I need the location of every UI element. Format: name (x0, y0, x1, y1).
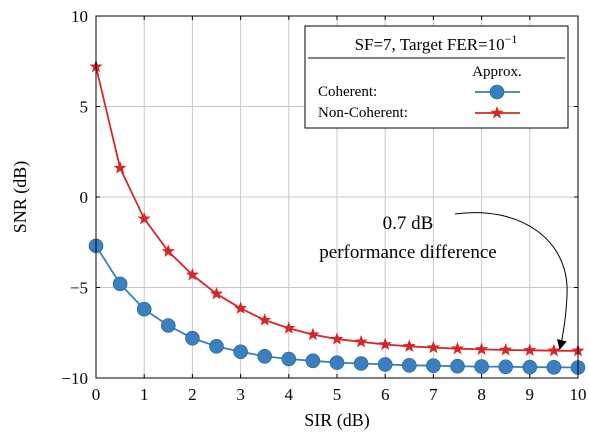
x-tick-label: 2 (188, 385, 197, 404)
legend: SF=7, Target FER=10−1 Approx. Coherent: … (304, 25, 569, 129)
x-tick-label: 3 (236, 385, 245, 404)
data-point-coherent (450, 358, 465, 374)
y-tick-label: 5 (80, 98, 89, 117)
data-point-non-coherent (330, 332, 344, 345)
y-tick-label: 10 (71, 7, 88, 26)
x-tick-label: 5 (333, 385, 342, 404)
data-point-coherent (401, 358, 417, 373)
data-point-non-coherent (185, 267, 199, 281)
data-point-non-coherent (402, 339, 416, 352)
data-point-coherent (257, 348, 273, 364)
data-point-coherent (474, 359, 489, 374)
annotation: 0.7 dB performance difference (319, 212, 568, 350)
data-point-non-coherent (161, 244, 175, 257)
annotation-line-1: 0.7 dB (383, 213, 434, 234)
x-tick-label: 7 (429, 385, 438, 404)
legend-label-non-coherent: Non-Coherent: (318, 105, 408, 121)
data-point-non-coherent (523, 343, 537, 356)
series-layer (88, 59, 586, 375)
legend-header: SF=7, Target FER=10−1 (355, 32, 518, 54)
data-point-coherent (426, 358, 441, 373)
data-point-coherent (353, 356, 369, 371)
legend-column-header: Approx. (472, 64, 522, 80)
data-point-non-coherent (209, 286, 224, 300)
data-point-non-coherent (547, 343, 561, 357)
annotation-line-2: performance difference (319, 242, 496, 263)
data-point-non-coherent (258, 313, 272, 326)
data-point-coherent (233, 344, 248, 360)
data-point-non-coherent (234, 301, 248, 314)
data-point-coherent (329, 355, 345, 370)
data-point-non-coherent (282, 321, 296, 334)
data-point-non-coherent (378, 337, 392, 351)
data-point-non-coherent (499, 343, 513, 356)
x-tick-label: 10 (570, 385, 587, 404)
y-tick-label: −10 (61, 369, 88, 388)
data-point-coherent (522, 359, 538, 375)
data-point-coherent (305, 353, 321, 369)
legend-swatch-marker-non-coherent (490, 106, 504, 119)
data-point-coherent (112, 276, 128, 292)
data-point-coherent (498, 359, 514, 375)
legend-label-coherent: Coherent: (318, 84, 377, 100)
data-point-coherent (136, 301, 152, 317)
annotation-arrow (454, 212, 568, 350)
x-tick-label: 0 (92, 385, 101, 404)
x-tick-label: 9 (526, 385, 535, 404)
x-tick-label: 1 (140, 385, 149, 404)
data-point-non-coherent (354, 334, 368, 348)
data-point-coherent (281, 351, 297, 367)
legend-swatch-non-coherent (475, 106, 520, 119)
x-tick-label: 6 (381, 385, 390, 404)
y-tick-label: 0 (80, 188, 89, 207)
data-point-coherent (546, 360, 562, 375)
x-axis-label: SIR (dB) (304, 410, 370, 431)
legend-header-exponent: −1 (505, 32, 518, 46)
legend-swatch-coherent (475, 84, 520, 100)
data-point-coherent (161, 318, 176, 333)
data-point-non-coherent (450, 341, 465, 355)
legend-box (304, 25, 569, 129)
data-point-coherent (209, 339, 224, 354)
data-point-non-coherent (475, 342, 489, 355)
legend-swatch-marker-coherent (489, 84, 505, 100)
series-coherent (88, 238, 586, 375)
data-point-non-coherent (137, 211, 151, 225)
y-axis-label: SNR (dB) (10, 161, 31, 234)
x-tick-label: 8 (477, 385, 486, 404)
legend-header-main: SF=7, Target FER=10 (355, 35, 505, 54)
tick-labels: 0 1 2 3 4 5 6 7 8 9 10 −10 −5 0 5 10 (61, 7, 586, 404)
data-point-non-coherent (306, 327, 320, 341)
series-non-coherent (89, 59, 585, 357)
data-point-non-coherent (426, 340, 440, 354)
data-point-coherent (185, 330, 200, 346)
y-tick-label: −5 (70, 279, 88, 298)
data-point-non-coherent (113, 161, 127, 174)
x-tick-label: 4 (285, 385, 294, 404)
data-point-coherent (377, 357, 393, 372)
